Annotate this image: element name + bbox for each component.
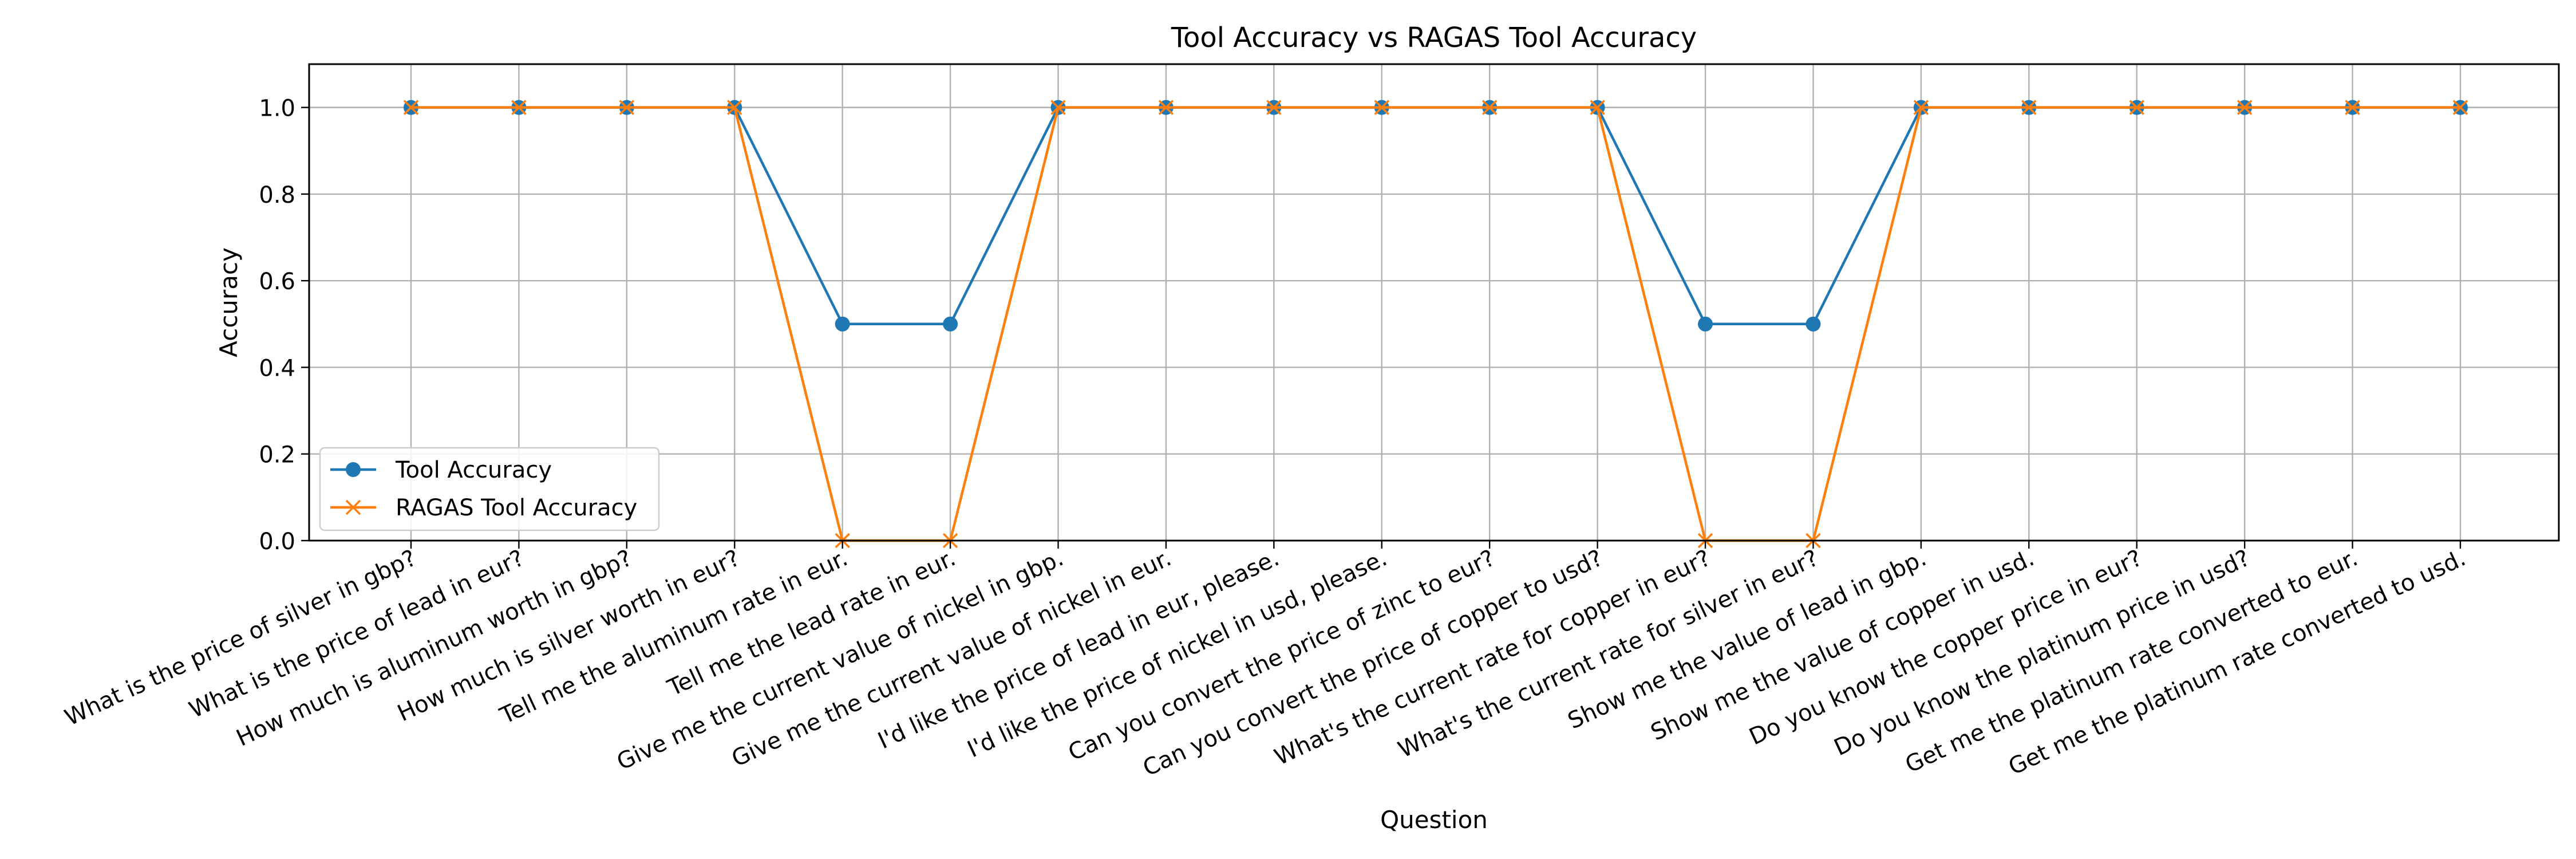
legend-label: Tool Accuracy [395,457,552,483]
y-tick-label: 0.4 [259,355,295,381]
y-tick-label: 0.0 [259,529,295,555]
data-point [1590,100,1605,115]
marker-stroke [511,100,527,115]
data-point [2021,100,2037,115]
data-point [1913,100,1929,115]
x-axis-label: Question [1380,806,1488,834]
marker-stroke [1913,100,1929,115]
marker-stroke [2345,100,2360,115]
legend-marker [346,462,361,477]
data-point [1805,316,1821,332]
y-axis-label: Accuracy [215,247,243,357]
legend-box [319,447,660,531]
legend-label: RAGAS Tool Accuracy [396,495,637,521]
marker-stroke [1050,100,1066,115]
marker-stroke [619,100,635,115]
data-point [2237,100,2253,115]
data-point [1698,316,1713,332]
data-point [403,100,419,115]
data-point [2129,100,2144,115]
marker-stroke [1481,100,1498,115]
y-axis: 0.0 0.2 0.4 0.6 0.8 1.0 [259,96,309,555]
data-point [1050,100,1066,115]
data-point [835,316,850,332]
data-point [943,316,958,332]
y-tick-label: 0.2 [259,442,295,468]
y-tick-label: 0.8 [259,182,295,208]
data-point [1374,100,1390,115]
marker-stroke [1266,100,1282,115]
y-tick-label: 0.6 [259,269,295,295]
marker-stroke [403,100,419,115]
legend-entry: Tool Accuracy [330,457,552,483]
marker-stroke [1590,100,1605,115]
data-point [511,100,527,115]
data-point [727,100,742,115]
data-point [1158,100,1174,115]
y-tick-label: 1.0 [259,96,295,122]
data-point [1266,100,1282,115]
chart-title: Tool Accuracy vs RAGAS Tool Accuracy [1171,22,1697,54]
legend-marker [345,499,361,515]
marker-stroke [2237,100,2253,115]
series-layer [403,100,2468,549]
data-point [2345,100,2360,115]
series-line [409,106,2462,542]
marker-stroke [2129,100,2144,115]
plot-frame [308,63,2560,542]
marker-stroke [2452,100,2468,115]
data-point [619,100,635,115]
data-point [1481,100,1498,115]
marker-stroke [1374,100,1390,115]
legend: Tool Accuracy RAGAS Tool Accuracy [319,447,660,531]
data-point [2452,100,2468,115]
marker-stroke [1158,100,1174,115]
marker-stroke [2021,100,2037,115]
marker-stroke [727,100,742,115]
legend-entry: RAGAS Tool Accuracy [330,495,637,521]
